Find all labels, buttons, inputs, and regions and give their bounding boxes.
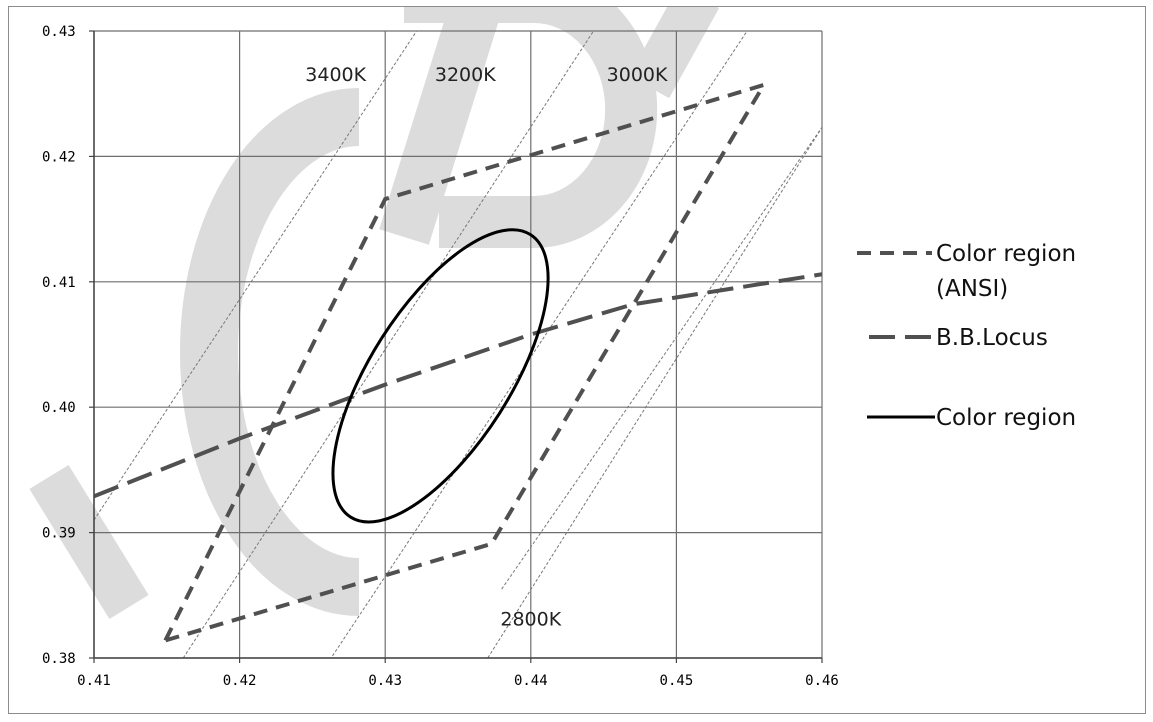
x-tick-label: 0.41 — [77, 673, 111, 689]
isotherm-line — [501, 126, 822, 590]
grid-lines — [93, 30, 823, 659]
watermark-lower-bar — [29, 464, 149, 620]
watermark-stem — [379, 7, 504, 245]
series-color-region-ellipse — [331, 228, 550, 524]
series-ansi-region-polygon — [163, 81, 769, 643]
cct-label: 2800K — [500, 608, 561, 630]
watermark-p-shape — [404, 7, 658, 248]
chart-frame: 0.41 0.42 0.43 0.44 0.45 0.46 0.38 0.39 0.40 0.4… — [8, 6, 1146, 714]
cct-label: 3000K — [607, 64, 668, 86]
cct-label: 3200K — [435, 64, 496, 86]
x-tick-label: 0.46 — [805, 673, 839, 689]
chromaticity-chart: 0.41 0.42 0.43 0.44 0.45 0.46 0.38 0.39 0.40 0.4… — [29, 7, 1076, 689]
data-series — [94, 81, 822, 643]
axes — [93, 31, 822, 659]
y-tick-label: 0.40 — [42, 400, 76, 416]
y-tick-label: 0.38 — [42, 651, 76, 667]
watermark-logo — [29, 7, 720, 620]
watermark-slash — [628, 7, 720, 99]
y-tick-label: 0.43 — [42, 24, 76, 40]
series-bb-locus-line — [94, 272, 822, 499]
isotherm-line — [94, 31, 418, 521]
cct-label: 3400K — [305, 64, 366, 86]
x-tick-label: 0.42 — [223, 673, 257, 689]
cct-annotations: 3400K 3200K 3000K 2800K — [305, 64, 668, 630]
legend: Color region (ANSI) B.B.Locus Color region — [857, 241, 1076, 431]
y-axis-ticks: 0.38 0.39 0.40 0.41 0.42 0.43 — [42, 24, 94, 667]
y-tick-label: 0.39 — [42, 526, 76, 542]
legend-label-ansi: Color region (ANSI) — [936, 241, 1076, 302]
legend-label-bb-locus: B.B.Locus — [936, 325, 1048, 351]
isotherm-line — [487, 126, 822, 658]
y-tick-label: 0.42 — [42, 149, 76, 165]
x-tick-label: 0.44 — [514, 673, 548, 689]
legend-label-color-region: Color region — [936, 405, 1076, 431]
x-tick-label: 0.43 — [368, 673, 402, 689]
y-tick-label: 0.41 — [42, 275, 76, 291]
isotherm-line — [182, 31, 595, 658]
cct-isotherm-lines — [94, 31, 822, 658]
watermark-o-shape — [180, 88, 360, 616]
isotherm-line — [330, 31, 748, 658]
x-axis-ticks: 0.41 0.42 0.43 0.44 0.45 0.46 — [77, 658, 839, 689]
x-tick-label: 0.45 — [660, 673, 694, 689]
